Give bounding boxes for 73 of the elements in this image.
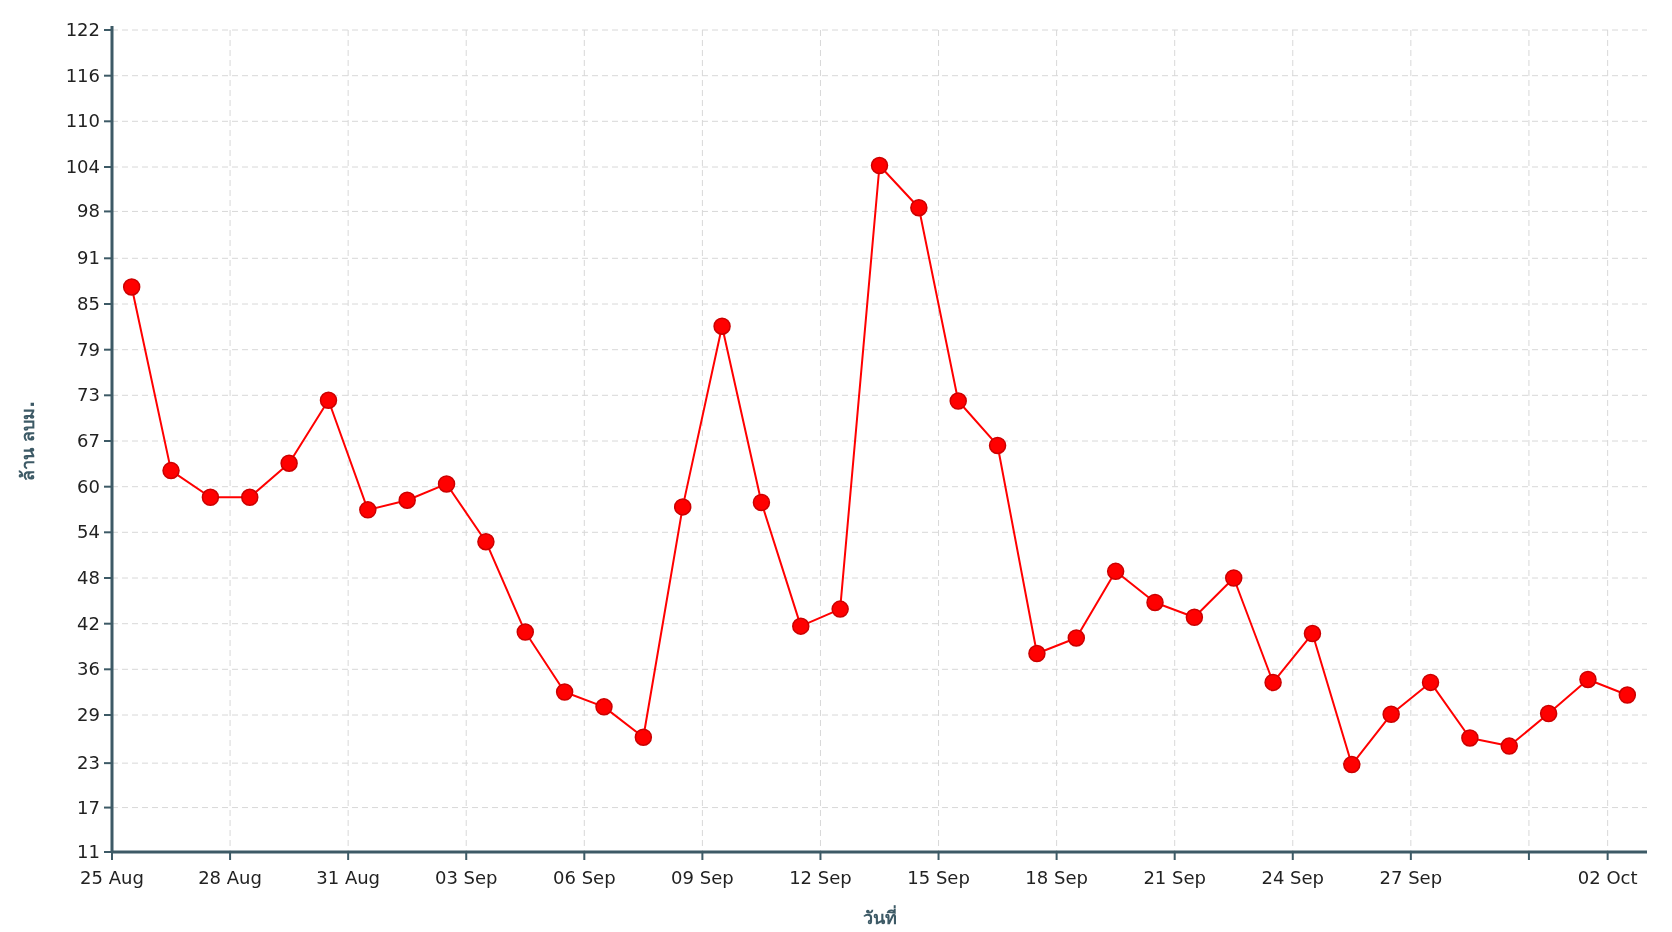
y-tick-label: 23 (77, 752, 100, 774)
y-tick-label: 79 (77, 338, 100, 360)
x-tick-label: 18 Sep (1025, 867, 1088, 888)
point (319, 391, 338, 410)
point (1146, 593, 1164, 612)
point (162, 461, 180, 480)
point (713, 317, 731, 335)
point (1539, 704, 1558, 723)
point (1461, 729, 1479, 747)
y-tick-label: 98 (77, 200, 100, 222)
point (516, 623, 535, 641)
y-tick-label: 42 (77, 612, 100, 634)
y-tick-label: 36 (77, 658, 100, 680)
y-tick-label: 54 (77, 521, 100, 543)
point (201, 488, 220, 507)
point (241, 488, 259, 507)
point (477, 532, 495, 551)
x-tick-label: 02 Oct (1577, 867, 1638, 888)
point (1106, 562, 1125, 581)
point (1421, 673, 1440, 692)
y-tick-label: 91 (77, 247, 100, 269)
x-tick-label: 25 Aug (80, 867, 144, 888)
y-tick-label: 110 (65, 110, 100, 132)
point (1028, 644, 1046, 663)
x-tick-label: 27 Sep (1379, 867, 1443, 888)
point (1303, 624, 1322, 643)
x-tick-label: 06 Sep (553, 867, 616, 888)
point (1579, 670, 1597, 689)
y-tick-label: 122 (65, 19, 100, 40)
x-tick-label: 21 Sep (1143, 867, 1206, 888)
point (949, 392, 967, 410)
point (398, 491, 416, 509)
x-tick-label: 15 Sep (907, 867, 970, 888)
x-tick-label: 03 Sep (434, 867, 498, 888)
point (752, 493, 771, 512)
point (122, 278, 141, 296)
point (359, 501, 377, 519)
point (1185, 608, 1204, 626)
point (1500, 737, 1518, 755)
y-tick-label: 60 (77, 475, 100, 497)
point (673, 498, 692, 516)
point (1067, 629, 1086, 647)
point (870, 156, 889, 175)
x-axis-title: วันที่ (862, 905, 897, 928)
point (792, 617, 810, 635)
x-tick-label: 09 Sep (671, 867, 734, 888)
y-tick-label: 17 (77, 796, 100, 818)
point (634, 728, 653, 746)
point (280, 454, 298, 472)
x-tick-label: 12 Sep (789, 867, 852, 888)
x-tick-label: 28 Aug (198, 867, 262, 888)
y-axis-title: ล้าน ลบม. (17, 400, 38, 482)
y-tick-label: 73 (77, 384, 100, 406)
y-tick-label: 11 (77, 841, 100, 862)
y-tick-label: 29 (77, 704, 100, 725)
y-tick-label: 85 (77, 293, 100, 314)
point (595, 698, 613, 716)
point (1224, 569, 1243, 587)
x-tick-label: 24 Sep (1261, 867, 1325, 888)
point (1343, 755, 1361, 774)
y-tick-label: 104 (65, 156, 100, 177)
y-tick-label: 67 (77, 430, 100, 451)
x-tick-label: 31 Aug (316, 867, 381, 888)
point (831, 600, 849, 618)
point (1618, 686, 1637, 704)
point (1382, 705, 1400, 724)
point (1264, 673, 1282, 692)
y-tick-label: 48 (77, 567, 100, 588)
point (437, 475, 456, 493)
point (910, 198, 928, 217)
y-tick-label: 116 (65, 64, 100, 86)
point (988, 436, 1007, 455)
point (555, 683, 574, 701)
